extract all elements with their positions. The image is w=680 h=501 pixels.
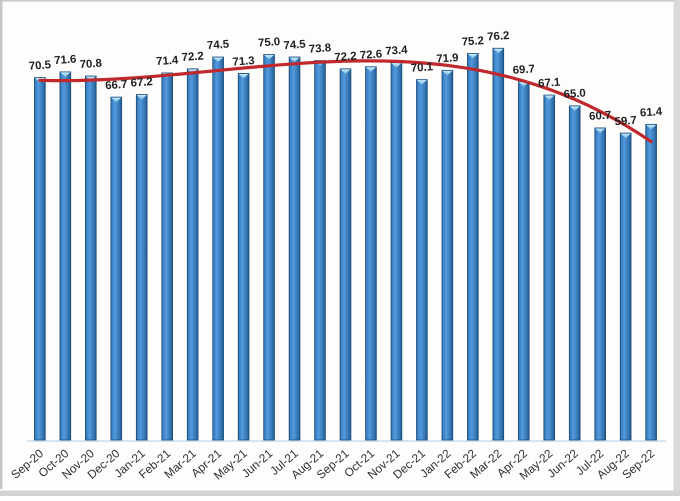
svg-text:73.4: 73.4 bbox=[385, 44, 409, 58]
svg-text:71.3: 71.3 bbox=[232, 55, 255, 69]
svg-text:67.1: 67.1 bbox=[538, 77, 562, 91]
svg-text:76.2: 76.2 bbox=[487, 30, 510, 44]
svg-text:75.2: 75.2 bbox=[461, 35, 484, 49]
svg-text:69.7: 69.7 bbox=[512, 63, 535, 77]
svg-text:65.0: 65.0 bbox=[563, 87, 586, 101]
svg-text:72.6: 72.6 bbox=[360, 48, 383, 62]
svg-text:70.5: 70.5 bbox=[28, 59, 52, 73]
svg-text:71.4: 71.4 bbox=[156, 54, 180, 68]
svg-text:74.5: 74.5 bbox=[283, 39, 307, 53]
svg-text:71.6: 71.6 bbox=[54, 54, 77, 68]
svg-text:72.2: 72.2 bbox=[334, 50, 357, 64]
svg-text:67.2: 67.2 bbox=[130, 76, 153, 90]
svg-text:60.7: 60.7 bbox=[589, 110, 612, 124]
svg-text:61.4: 61.4 bbox=[640, 106, 664, 120]
svg-text:70.8: 70.8 bbox=[79, 58, 102, 72]
svg-text:72.2: 72.2 bbox=[181, 50, 204, 64]
svg-text:59.7: 59.7 bbox=[614, 115, 637, 129]
svg-text:66.7: 66.7 bbox=[105, 79, 128, 93]
svg-text:73.8: 73.8 bbox=[309, 42, 332, 56]
svg-text:70.1: 70.1 bbox=[410, 61, 434, 75]
svg-text:74.5: 74.5 bbox=[207, 39, 231, 53]
svg-text:75.0: 75.0 bbox=[258, 36, 281, 50]
svg-text:71.9: 71.9 bbox=[436, 52, 459, 66]
